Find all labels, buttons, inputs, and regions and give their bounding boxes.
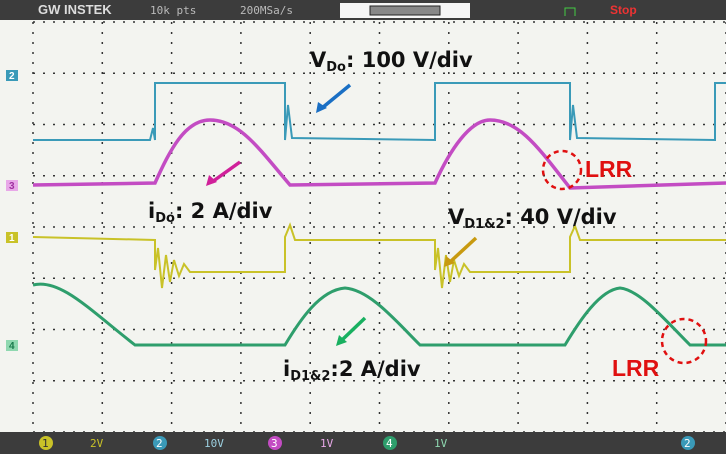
lrr-label: LRR (612, 355, 660, 381)
points: 10k pts (150, 4, 196, 17)
footer-channel: 3 (271, 437, 278, 450)
footer-bar (0, 432, 726, 454)
footer-channel: 1 (42, 437, 49, 450)
footer-scale: 1V (320, 437, 334, 450)
oscilloscope-screen: GW INSTEK 10k pts 200MSa/s Stop 2 3 1 4 … (0, 0, 726, 454)
footer-scale: 10V (204, 437, 224, 450)
channel-marker: 4 (9, 341, 15, 352)
symbol: i (283, 357, 290, 381)
subscript: Do (326, 60, 346, 75)
subscript: Do (155, 211, 175, 226)
symbol: i (148, 199, 155, 223)
footer-channel: 4 (386, 437, 393, 450)
channel-marker: 2 (9, 71, 15, 82)
footer-scale: 1V (434, 437, 448, 450)
scale-text: : 40 V/div (504, 205, 616, 229)
footer-channel: 2 (156, 437, 163, 450)
subscript: D1&2 (464, 217, 504, 232)
status: Stop (610, 3, 637, 17)
subscript: D1&2 (290, 369, 330, 384)
channel-marker: 1 (9, 233, 15, 244)
scale-text: : 2 A/div (175, 199, 273, 223)
channel-marker: 3 (9, 181, 15, 192)
symbol: V (310, 48, 327, 72)
symbol: V (448, 205, 465, 229)
brand: GW INSTEK (38, 2, 112, 17)
sample-rate: 200MSa/s (240, 4, 293, 17)
lrr-label: LRR (585, 156, 633, 182)
footer-right: 2 (684, 437, 691, 450)
scale-text: : 100 V/div (346, 48, 473, 72)
scale-text: :2 A/div (330, 357, 420, 381)
footer-scale: 2V (90, 437, 104, 450)
memory-window (370, 6, 440, 15)
